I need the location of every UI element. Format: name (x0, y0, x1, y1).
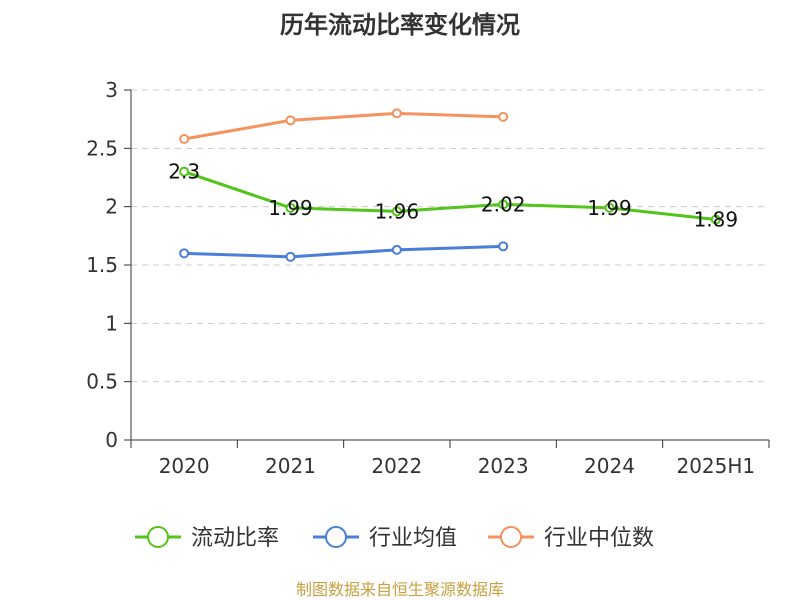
x-tick-label: 2025H1 (676, 454, 755, 478)
series-line-0 (183, 170, 716, 221)
y-tick-label: 2 (105, 195, 118, 219)
data-point (604, 202, 615, 213)
series-line-2 (183, 111, 504, 141)
data-label: 2.02 (481, 192, 526, 216)
data-point (285, 202, 296, 213)
x-tick-label: 2024 (584, 454, 635, 478)
data-label: 1.96 (375, 199, 420, 223)
x-tick-label: 2023 (478, 454, 529, 478)
data-point (285, 115, 296, 126)
y-tick-label: 0 (105, 428, 118, 452)
x-tick-label: 2020 (159, 454, 210, 478)
axes: 0 0.5 1 1.5 2 2.5 3 2020 2021 2022 2023 2024 2025H1 (86, 78, 770, 478)
legend-item: 行业中位数 (488, 526, 654, 551)
data-label: 1.99 (268, 196, 313, 220)
data-label: 1.99 (587, 196, 632, 220)
legend-label: 行业均值 (369, 526, 457, 551)
data-point (179, 248, 190, 259)
legend-marker (325, 526, 347, 548)
y-tick-label: 2.5 (86, 136, 118, 160)
data-point (285, 251, 296, 262)
data-point (498, 111, 509, 122)
legend-item: 行业均值 (313, 526, 457, 551)
data-point (391, 108, 402, 119)
legend: 流动比率 行业均值 行业中位数 (135, 526, 654, 551)
y-tick-label: 3 (105, 78, 118, 102)
grid-lines (131, 89, 769, 383)
legend-marker (500, 526, 522, 548)
y-tick-label: 1.5 (86, 253, 118, 277)
chart-title: 历年流动比率变化情况 (280, 11, 520, 39)
series-line-1 (184, 244, 504, 259)
x-tick-label: 2021 (265, 454, 316, 478)
data-label: 2.3 (168, 160, 200, 184)
legend-item: 流动比率 (135, 526, 279, 551)
data-point (391, 206, 402, 217)
data-point (391, 244, 402, 255)
y-tick-label: 1 (105, 311, 118, 335)
source-note: 制图数据来自恒生聚源数据库 (296, 580, 504, 599)
series-group (179, 108, 721, 262)
legend-label: 行业中位数 (544, 526, 654, 551)
data-point (710, 214, 721, 225)
data-point (498, 199, 509, 210)
data-labels: 2.3 1.99 1.96 2.02 1.99 1.89 (168, 160, 738, 232)
data-point (179, 166, 190, 177)
x-tick-label: 2022 (371, 454, 422, 478)
legend-label: 流动比率 (191, 526, 279, 551)
data-point (498, 241, 509, 252)
legend-marker (147, 526, 169, 548)
y-tick-label: 0.5 (86, 370, 118, 394)
data-label: 1.89 (694, 208, 739, 232)
data-point (179, 134, 190, 144)
